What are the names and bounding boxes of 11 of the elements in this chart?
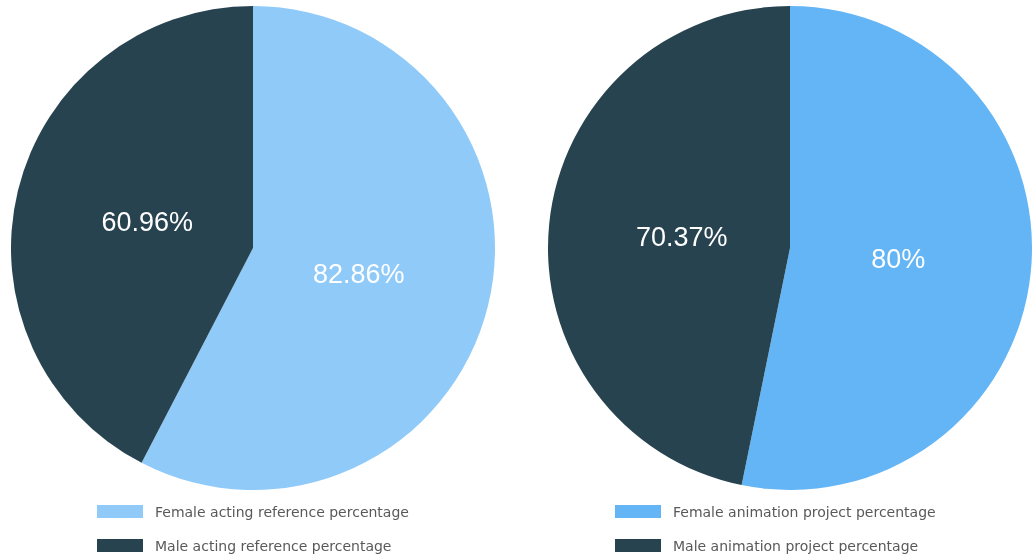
data-label: 60.96% — [101, 207, 193, 238]
pie-slice — [11, 6, 253, 463]
legend-label: Female acting reference percentage — [155, 503, 409, 520]
data-label: 70.37% — [635, 222, 728, 253]
legend-label: Male animation project percentage — [673, 537, 919, 554]
legend-label: Male acting reference percentage — [155, 537, 392, 554]
data-label: 80% — [871, 243, 926, 274]
pie-slice — [548, 6, 790, 486]
pie-slice — [741, 6, 1032, 490]
legend-label: Female animation project percentage — [673, 503, 936, 520]
data-label: 82.86% — [313, 258, 405, 289]
